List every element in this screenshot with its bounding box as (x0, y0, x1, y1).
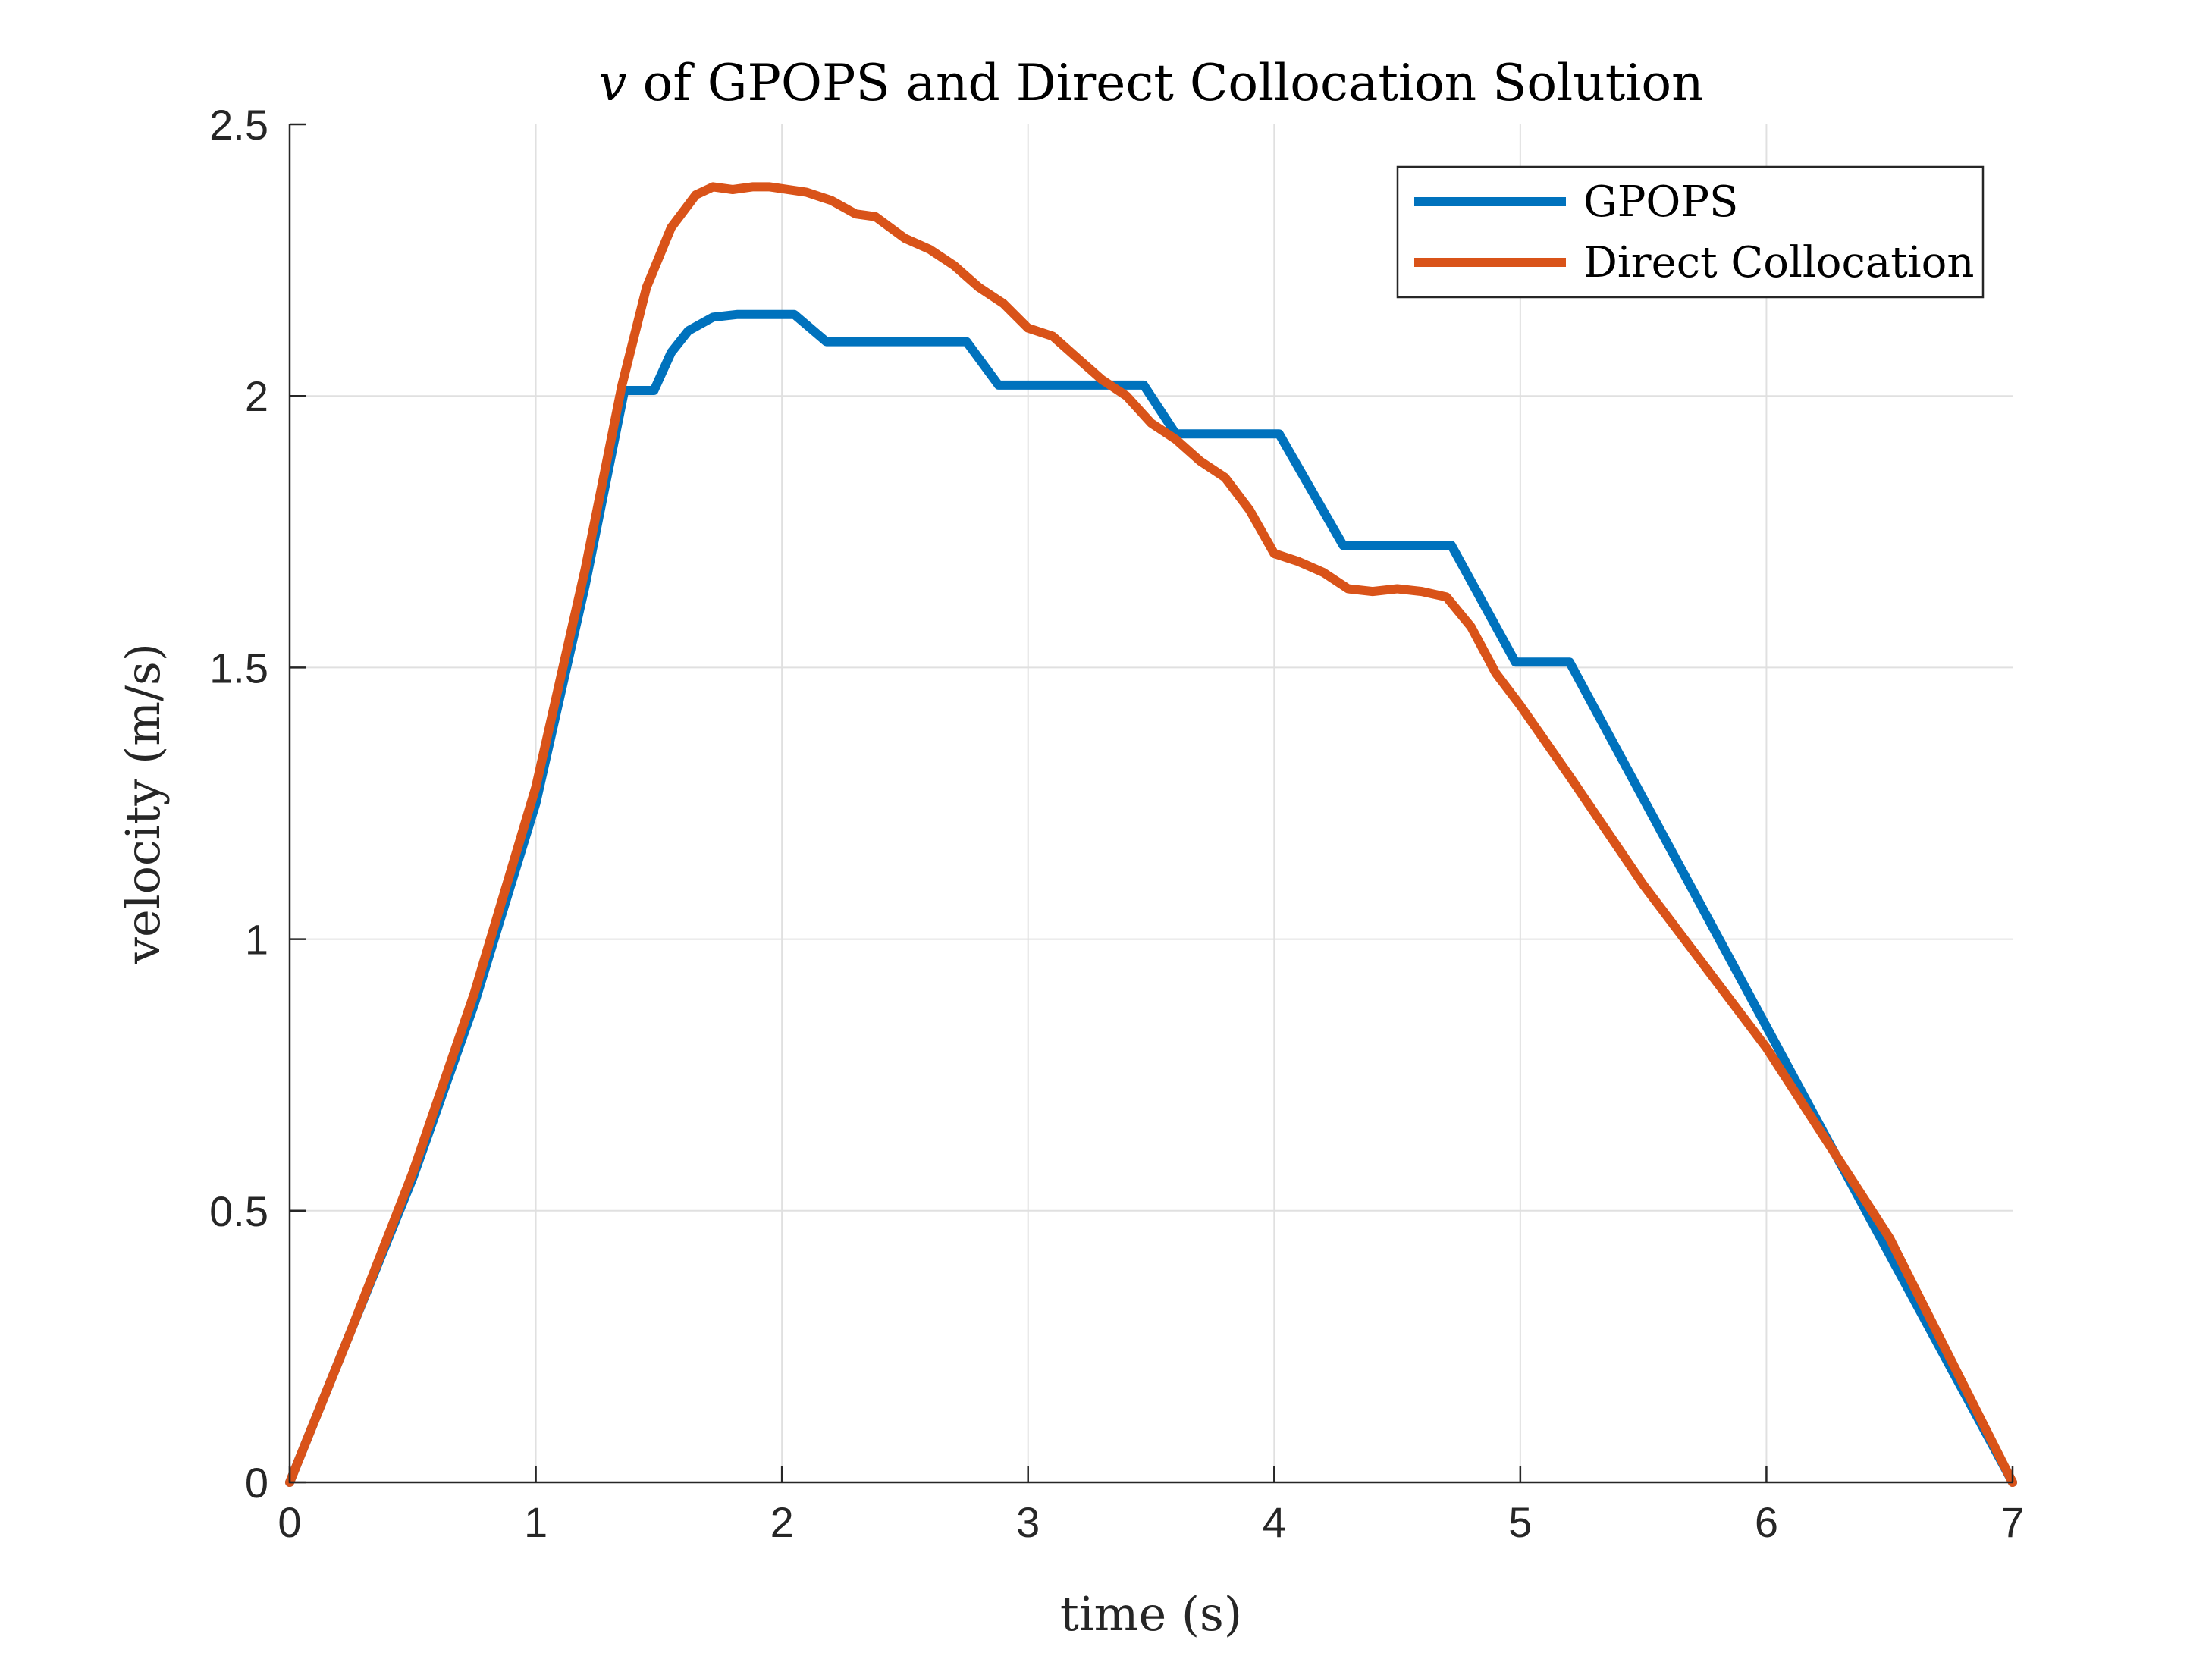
y-tick-label-1: 0.5 (209, 1187, 268, 1235)
chart-title: v of GPOPS and Direct Collocation Soluti… (598, 54, 1703, 112)
x-tick-label-3: 3 (1016, 1498, 1040, 1546)
y-tick-label-2: 1 (245, 916, 268, 964)
x-tick-label-1: 1 (524, 1498, 548, 1546)
series-layer (285, 182, 2017, 1487)
legend-label-0: GPOPS (1583, 177, 1738, 227)
x-tick-label-2: 2 (770, 1498, 794, 1546)
y-tick-label-3: 1.5 (209, 644, 268, 692)
y-axis-label: velocity (m/s) (115, 643, 171, 964)
series-line-1 (285, 182, 2017, 1487)
x-tick-label-0: 0 (278, 1498, 301, 1546)
axes (288, 123, 2014, 1484)
legend-box (1396, 165, 1985, 299)
x-axis-label: time (s) (1060, 1586, 1242, 1642)
y-tick-label-4: 2 (245, 372, 268, 420)
legend-label-1: Direct Collocation (1583, 238, 1974, 287)
chart-title-text: of GPOPS and Direct Collocation Solution (627, 54, 1704, 112)
x-tick-label-4: 4 (1263, 1498, 1286, 1546)
x-tick-label-6: 6 (1755, 1498, 1778, 1546)
x-tick-label-5: 5 (1508, 1498, 1532, 1546)
tick-labels: 0 1 2 3 4 5 6 7 0 0.5 1 1.5 2 2.5 (209, 101, 2024, 1546)
legend: GPOPS Direct Collocation (1396, 165, 1985, 299)
y-tick-label-5: 2.5 (209, 101, 268, 149)
x-tick-label-7: 7 (2000, 1498, 2024, 1546)
y-tick-label-0: 0 (245, 1459, 268, 1507)
chart-title-variable: v (598, 54, 626, 112)
